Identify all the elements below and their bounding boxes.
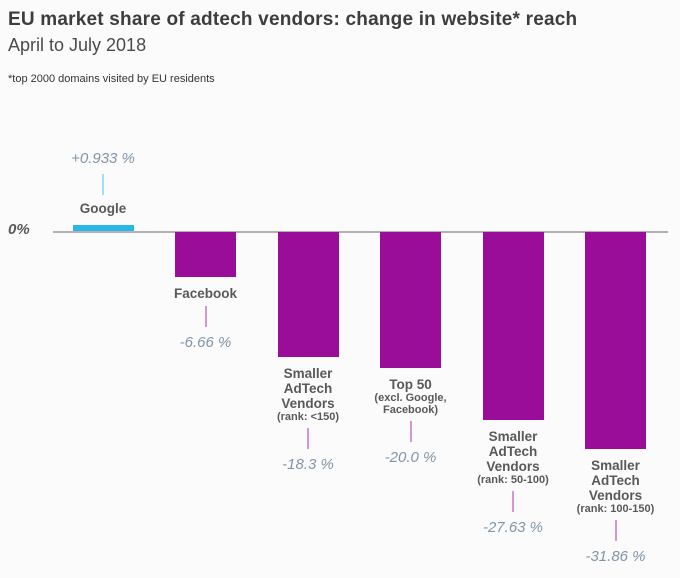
- bar-label-stack-5: Smaller AdTech Vendors (rank: 50-100) -27.…: [458, 429, 568, 537]
- connector-line: [512, 491, 514, 513]
- bar-4: [380, 232, 441, 369]
- bar-name-label: Top 50: [389, 377, 432, 393]
- bar-3: [277, 232, 339, 357]
- connector-line: [204, 306, 207, 328]
- bar-value-label: -20.0 %: [384, 449, 437, 467]
- bar-5: [482, 232, 544, 421]
- bar-value-label: -27.63 %: [482, 519, 544, 537]
- bar-label-stack-4: Top 50 (excl. Google, Facebook) -20.0 %: [356, 377, 466, 467]
- bar-value-label: -6.66 %: [179, 334, 232, 352]
- connector-line: [102, 173, 104, 195]
- connector-line: [307, 427, 309, 449]
- bar-label-stack-3: Smaller AdTech Vendors (rank: <150) -18.3 …: [253, 366, 363, 474]
- bar-2: [175, 232, 236, 278]
- chart-subtitle: April to July 2018: [8, 35, 147, 55]
- bar-name-label: Google: [79, 200, 127, 216]
- bar-name-label: Smaller AdTech Vendors: [588, 457, 643, 503]
- bar-rank-sublabel: (rank: <150): [276, 410, 340, 423]
- bar-value-label: +0.933 %: [71, 149, 135, 167]
- bar-label-stack-1: +0.933 % Google: [48, 150, 158, 216]
- zero-baseline-label: 0%: [8, 221, 30, 238]
- connector-line: [614, 519, 617, 541]
- chart-title: EU market share of adtech vendors: chang…: [8, 9, 578, 30]
- bar-rank-sublabel: (excl. Google, Facebook): [374, 392, 447, 417]
- bar-name-label: Facebook: [173, 286, 238, 302]
- bar-label-stack-6: Smaller AdTech Vendors (rank: 100-150) -31…: [561, 458, 671, 566]
- chart-footnote: *top 2000 domains visited by EU resident…: [8, 73, 215, 85]
- bar-value-label: -18.3 %: [282, 455, 334, 473]
- bar-label-stack-2: Facebook -6.66 %: [151, 286, 261, 352]
- chart-header: EU market share of adtech vendors: chang…: [8, 8, 672, 85]
- bar-6: [585, 232, 646, 449]
- bar-value-label: -31.86 %: [585, 547, 646, 565]
- bar-rank-sublabel: (rank: 100-150): [576, 502, 655, 515]
- bar-name-label: Smaller AdTech Vendors: [486, 429, 540, 475]
- bar-name-label: Smaller AdTech Vendors: [281, 365, 335, 411]
- bar-rank-sublabel: (rank: 50-100): [477, 474, 549, 487]
- connector-line: [409, 421, 412, 443]
- zero-baseline-axis: [53, 231, 668, 233]
- bar-1: [72, 224, 134, 231]
